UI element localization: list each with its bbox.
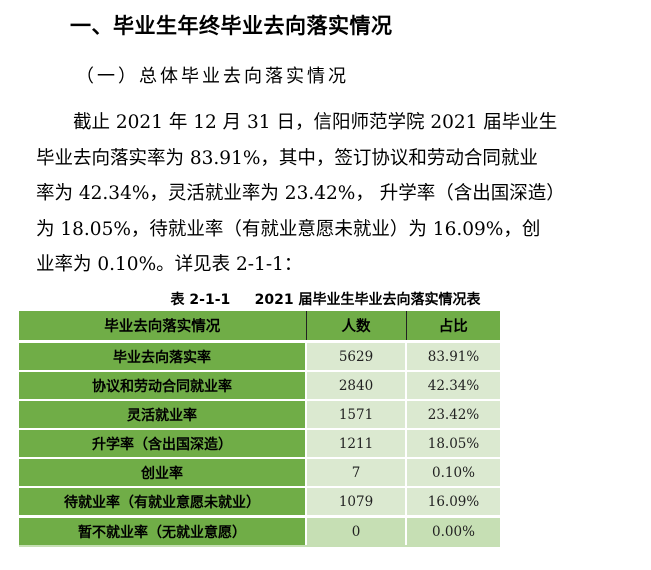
row-label: 灵活就业率: [19, 400, 307, 430]
summary-paragraph: 截止 2021 年 12 月 31 日，信阳师范学院 2021 届毕业生 毕业去…: [36, 105, 606, 283]
table-caption-id: 表 2-1-1: [170, 292, 231, 308]
row-count: 1211: [306, 429, 407, 459]
row-label: 协议和劳动合同就业率: [19, 371, 307, 401]
table-row: 创业率 7 0.10%: [19, 458, 500, 488]
table-row: 暂不就业率（无就业意愿） 0 0.00%: [19, 515, 500, 547]
table-caption: 表 2-1-1 2021 届毕业生毕业去向落实情况表: [0, 289, 651, 309]
row-percent: 83.91%: [406, 341, 500, 372]
table-row: 毕业去向落实率 5629 83.91%: [19, 341, 500, 372]
row-label: 毕业去向落实率: [19, 341, 307, 372]
row-count: 1079: [306, 487, 407, 518]
row-percent: 0.10%: [406, 458, 500, 488]
row-percent: 16.09%: [406, 487, 500, 518]
header-percent: 占比: [405, 311, 500, 343]
row-label: 待就业率（有就业意愿未就业）: [19, 487, 307, 518]
row-percent: 23.42%: [406, 400, 500, 430]
row-percent: 18.05%: [406, 429, 500, 459]
row-label: 暂不就业率（无就业意愿）: [19, 515, 307, 547]
table-header-row: 毕业去向落实情况 人数 占比: [19, 311, 500, 343]
table-row: 升学率（含出国深造） 1211 18.05%: [19, 429, 500, 459]
paragraph-line: 毕业去向落实率为 83.91%，其中，签订协议和劳动合同就业: [36, 147, 538, 169]
header-category: 毕业去向落实情况: [19, 311, 306, 343]
table-row: 灵活就业率 1571 23.42%: [19, 400, 500, 430]
table-row: 待就业率（有就业意愿未就业） 1079 16.09%: [19, 487, 500, 518]
destination-table: 毕业去向落实情况 人数 占比 毕业去向落实率 5629 83.91% 协议和劳动…: [19, 311, 500, 547]
row-percent: 42.34%: [406, 371, 500, 401]
row-percent: 0.00%: [406, 515, 500, 547]
row-count: 1571: [306, 400, 407, 430]
paragraph-line: 业率为 0.10%。详见表 2-1-1：: [36, 254, 303, 275]
subsection-heading: （一）总体毕业去向落实情况: [76, 66, 349, 87]
header-count: 人数: [305, 311, 406, 343]
paragraph-line: 为 18.05%，待就业率（有就业意愿未就业）为 16.09%，创: [36, 218, 541, 240]
paragraph-line: 率为 42.34%，灵活就业率为 23.42%， 升学率（含出国深造）: [36, 183, 565, 204]
table-row: 协议和劳动合同就业率 2840 42.34%: [19, 371, 500, 401]
section-heading: 一、毕业生年终毕业去向落实情况: [70, 14, 393, 38]
row-label: 升学率（含出国深造）: [19, 429, 307, 459]
row-count: 0: [306, 515, 407, 547]
row-count: 2840: [306, 371, 407, 401]
row-count: 5629: [306, 341, 407, 372]
paragraph-line: 截止 2021 年 12 月 31 日，信阳师范学院 2021 届毕业生: [36, 112, 558, 133]
row-count: 7: [306, 458, 407, 488]
table-caption-title: 2021 届毕业生毕业去向落实情况表: [254, 292, 481, 308]
row-label: 创业率: [19, 458, 307, 488]
